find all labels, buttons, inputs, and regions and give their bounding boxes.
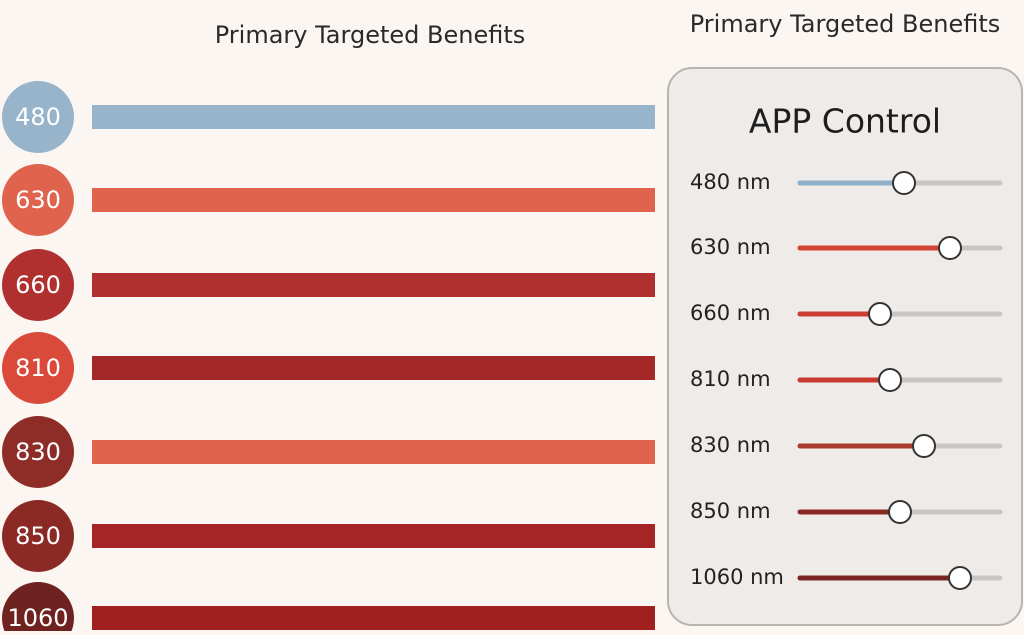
slider-label: 1060 nm	[690, 565, 784, 589]
benefit-bar	[92, 440, 655, 464]
slider-label: 660 nm	[690, 301, 771, 325]
benefit-bar	[92, 188, 655, 212]
slider-knob[interactable]	[912, 434, 936, 458]
slider-knob[interactable]	[892, 171, 916, 195]
control-panel	[667, 67, 1023, 626]
wavelength-label: 660	[15, 271, 61, 299]
slider-label: 630 nm	[690, 235, 771, 259]
slider-label: 830 nm	[690, 433, 771, 457]
slider-knob[interactable]	[878, 368, 902, 392]
slider-label: 810 nm	[690, 367, 771, 391]
wavelength-label: 850	[15, 522, 61, 550]
wavelength-label: 1060	[7, 604, 68, 631]
slider-label: 850 nm	[690, 499, 771, 523]
benefit-bar	[92, 356, 655, 380]
panel-heading: Primary Targeted Benefits	[690, 10, 1001, 38]
wavelength-badge	[2, 582, 74, 635]
wavelength-label: 810	[15, 354, 61, 382]
slider-label: 480 nm	[690, 170, 771, 194]
slider-knob[interactable]	[868, 302, 892, 326]
slider-knob[interactable]	[948, 566, 972, 590]
benefit-bar	[92, 606, 655, 630]
wavelength-badge	[2, 416, 74, 488]
wavelength-badge	[2, 500, 74, 572]
slider-knob[interactable]	[938, 236, 962, 260]
wavelength-label: 830	[15, 438, 61, 466]
wavelength-badge	[2, 81, 74, 153]
wavelength-badge	[2, 164, 74, 236]
panel-title: APP Control	[749, 102, 941, 141]
benefit-bar	[92, 273, 655, 297]
slider-knob[interactable]	[888, 500, 912, 524]
wavelength-badge	[2, 249, 74, 321]
benefit-bar	[92, 524, 655, 548]
benefit-bar	[92, 105, 655, 129]
wavelength-label: 630	[15, 186, 61, 214]
wavelength-badge	[2, 332, 74, 404]
wavelength-label: 480	[15, 103, 61, 131]
main-heading: Primary Targeted Benefits	[215, 21, 526, 49]
